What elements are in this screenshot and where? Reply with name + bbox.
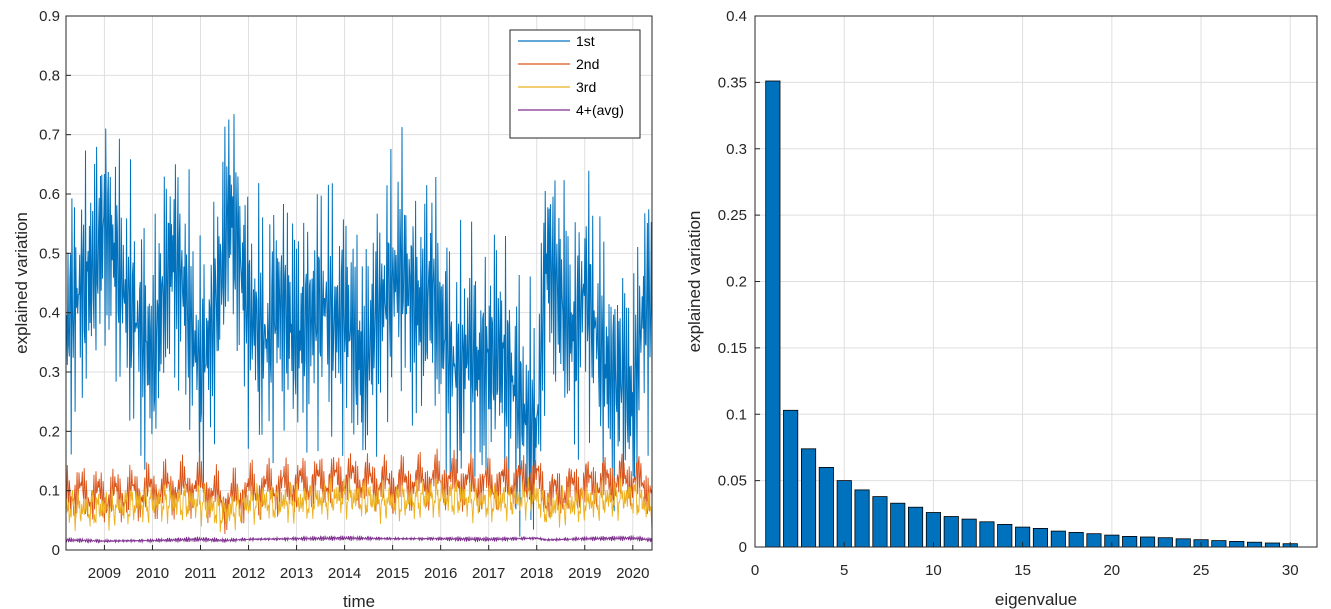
bar-6 <box>854 489 870 548</box>
bar-10 <box>925 512 941 548</box>
right-y-tick-label: 0.25 <box>718 207 747 224</box>
left-y-tick-label: 0.5 <box>39 245 60 262</box>
left-x-tick-label: 2020 <box>616 565 649 582</box>
left-y-axis-label: explained variation <box>12 212 31 354</box>
bar-13 <box>979 521 995 548</box>
left-x-tick-label: 2009 <box>88 565 121 582</box>
left-y-tick-label: 0.8 <box>39 67 60 84</box>
series-line-4 <box>66 534 652 545</box>
bar-7 <box>872 496 888 548</box>
series-line-3 <box>66 477 652 533</box>
left-x-tick-label: 2011 <box>184 565 216 582</box>
right-grid <box>754 15 1317 548</box>
right-y-tick-label: 0 <box>739 539 747 556</box>
left-y-tick-label: 0.1 <box>39 483 60 500</box>
bar-22 <box>1140 536 1156 548</box>
right-y-axis-label: explained variation <box>685 211 704 353</box>
left-x-tick-label: 2012 <box>232 565 265 582</box>
eigenvalue-bar-chart: 0 5 10 15 20 25 30 0 0.05 0.1 0.15 0.2 0.25 0.3 0.35 0.… <box>685 8 1318 609</box>
right-y-tick-label: 0.4 <box>726 8 747 25</box>
legend: 1st 2nd 3rd 4+(avg) <box>509 29 641 139</box>
left-x-tick-label: 2017 <box>472 565 505 582</box>
left-y-tick-label: 0.2 <box>39 423 60 440</box>
bar-1 <box>765 80 781 548</box>
bar-18 <box>1068 532 1084 548</box>
left-y-tick-label: 0.3 <box>39 364 60 381</box>
legend-entry-2: 2nd <box>576 56 599 72</box>
series-line-1 <box>66 114 652 537</box>
left-axes-frame <box>65 15 653 551</box>
left-x-tick-label: 2018 <box>520 565 553 582</box>
right-x-tick-label: 20 <box>1103 562 1120 579</box>
bar-12 <box>961 518 977 548</box>
bar-21 <box>1122 536 1138 548</box>
left-x-tick-label: 2013 <box>280 565 313 582</box>
right-y-tick-label: 0.35 <box>718 74 747 91</box>
right-x-axis-label: eigenvalue <box>995 590 1077 609</box>
bar-26 <box>1211 540 1227 548</box>
legend-entry-4: 4+(avg) <box>576 102 624 118</box>
left-x-tick-label: 2010 <box>136 565 169 582</box>
legend-entry-3: 3rd <box>576 79 596 95</box>
series-line-2 <box>66 448 652 535</box>
left-x-tick-label: 2019 <box>568 565 601 582</box>
bar-8 <box>890 502 906 548</box>
right-y-tick-label: 0.3 <box>726 141 747 158</box>
left-tick-labels: 2009 2010 2011 2012 2013 2014 2015 2016 2017 2018… <box>39 8 649 582</box>
bar-14 <box>997 524 1013 548</box>
bar-17 <box>1050 530 1066 548</box>
right-y-tick-label: 0.1 <box>726 406 747 423</box>
left-y-tick-label: 0.6 <box>39 186 60 203</box>
legend-entry-1: 1st <box>576 33 595 49</box>
right-x-tick-label: 5 <box>840 562 848 579</box>
left-y-tick-label: 0.4 <box>39 305 60 322</box>
legend-box <box>509 29 641 139</box>
right-x-tick-label: 25 <box>1193 562 1210 579</box>
left-x-tick-label: 2015 <box>376 565 409 582</box>
right-x-tick-label: 30 <box>1282 562 1299 579</box>
bar-19 <box>1086 533 1102 548</box>
bar-9 <box>908 506 924 548</box>
right-x-tick-label: 10 <box>925 562 942 579</box>
right-y-tick-label: 0.15 <box>718 340 747 357</box>
bar-29 <box>1264 542 1281 548</box>
bar-27 <box>1229 541 1245 548</box>
left-y-tick-label: 0.9 <box>39 8 60 25</box>
right-x-tick-label: 15 <box>1014 562 1031 579</box>
left-x-tick-label: 2014 <box>328 565 361 582</box>
bar-11 <box>943 516 959 548</box>
right-y-tick-label: 0.2 <box>726 274 747 291</box>
right-x-tick-label: 0 <box>751 562 759 579</box>
left-series-group <box>66 114 652 545</box>
bar-28 <box>1247 541 1263 548</box>
left-x-axis-label: time <box>343 592 375 609</box>
right-tick-labels: 0 5 10 15 20 25 30 0 0.05 0.1 0.15 0.2 0.25 0.3 0.35 0.… <box>718 8 1299 579</box>
left-x-tick-label: 2016 <box>424 565 457 582</box>
bar-16 <box>1032 528 1049 548</box>
bar-4 <box>818 466 834 548</box>
bar-3 <box>801 448 817 548</box>
bar-23 <box>1157 537 1173 548</box>
bar-24 <box>1175 538 1191 548</box>
right-y-tick-label: 0.05 <box>718 473 747 490</box>
left-y-tick-label: 0 <box>52 542 60 559</box>
bar-5 <box>836 480 852 548</box>
right-bars-group <box>765 80 1298 548</box>
left-y-tick-label: 0.7 <box>39 127 60 144</box>
time-series-chart: 2009 2010 2011 2012 2013 2014 2015 2016 2017 2018… <box>12 8 653 609</box>
bar-2 <box>783 409 799 548</box>
